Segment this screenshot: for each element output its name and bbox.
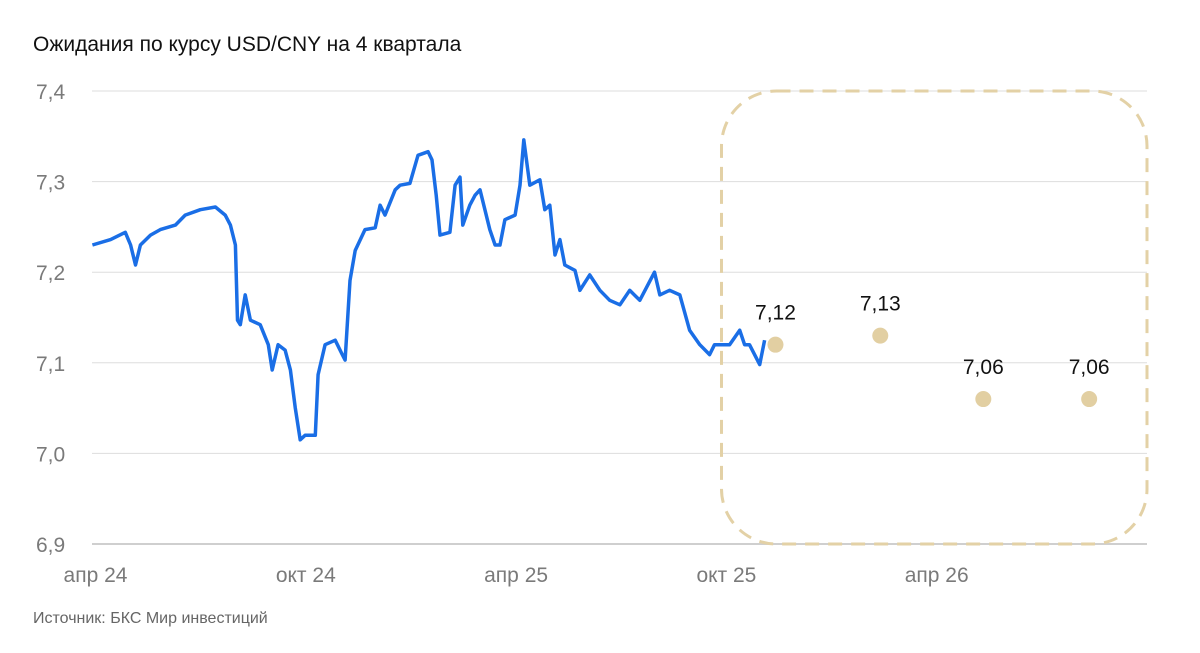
usd-cny-line bbox=[91, 138, 767, 442]
y-tick-label: 6,9 bbox=[36, 534, 65, 557]
x-tick-label: апр 24 bbox=[64, 564, 128, 587]
y-tick-label: 7,0 bbox=[36, 443, 65, 466]
y-tick-label: 7,3 bbox=[36, 172, 65, 195]
forecast-label: 7,06 bbox=[1069, 356, 1110, 379]
forecast-region-box bbox=[719, 89, 1149, 546]
x-tick-label: окт 25 bbox=[696, 564, 756, 587]
y-tick-label: 7,4 bbox=[36, 81, 66, 104]
chart-source: Источник: БКС Мир инвестиций bbox=[33, 610, 268, 627]
forecast-point bbox=[1081, 391, 1098, 408]
y-tick-label: 7,2 bbox=[36, 262, 65, 285]
forecast-label: 7,13 bbox=[860, 293, 901, 316]
forecast-point bbox=[767, 336, 784, 353]
x-tick-label: апр 26 bbox=[905, 564, 969, 587]
forecast-point bbox=[872, 327, 889, 344]
forecast-label: 7,12 bbox=[755, 302, 796, 325]
forecast-point bbox=[975, 391, 992, 408]
chart-title: Ожидания по курсу USD/CNY на 4 квартала bbox=[33, 33, 462, 56]
x-tick-label: апр 25 bbox=[484, 564, 548, 587]
forecast-label: 7,06 bbox=[963, 356, 1004, 379]
y-tick-label: 7,1 bbox=[36, 353, 65, 376]
x-tick-label: окт 24 bbox=[276, 564, 336, 587]
